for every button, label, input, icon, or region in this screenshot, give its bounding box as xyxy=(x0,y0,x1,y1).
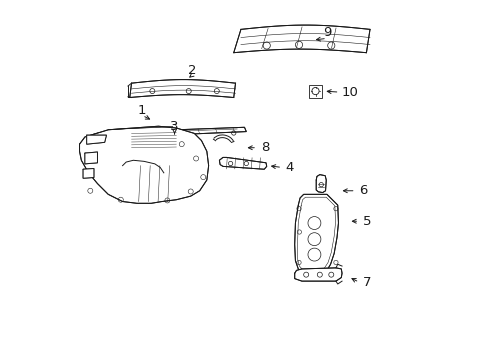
Text: 9: 9 xyxy=(322,27,330,40)
Polygon shape xyxy=(85,152,97,164)
Circle shape xyxy=(313,89,317,93)
Text: 6: 6 xyxy=(359,184,367,197)
Text: 7: 7 xyxy=(362,276,370,289)
Polygon shape xyxy=(219,157,266,169)
Text: 2: 2 xyxy=(188,64,196,77)
Text: 4: 4 xyxy=(285,161,293,174)
Text: 10: 10 xyxy=(341,86,358,99)
Text: 1: 1 xyxy=(138,104,146,117)
Polygon shape xyxy=(86,135,106,144)
Polygon shape xyxy=(294,194,338,276)
Polygon shape xyxy=(233,25,369,53)
Polygon shape xyxy=(83,168,94,178)
Text: 5: 5 xyxy=(362,215,370,228)
Polygon shape xyxy=(316,175,325,193)
Text: 3: 3 xyxy=(170,121,179,134)
Polygon shape xyxy=(99,127,246,138)
Polygon shape xyxy=(129,80,235,98)
Text: 8: 8 xyxy=(260,141,268,154)
Bar xyxy=(308,85,321,98)
Polygon shape xyxy=(80,126,208,203)
Polygon shape xyxy=(294,268,341,281)
